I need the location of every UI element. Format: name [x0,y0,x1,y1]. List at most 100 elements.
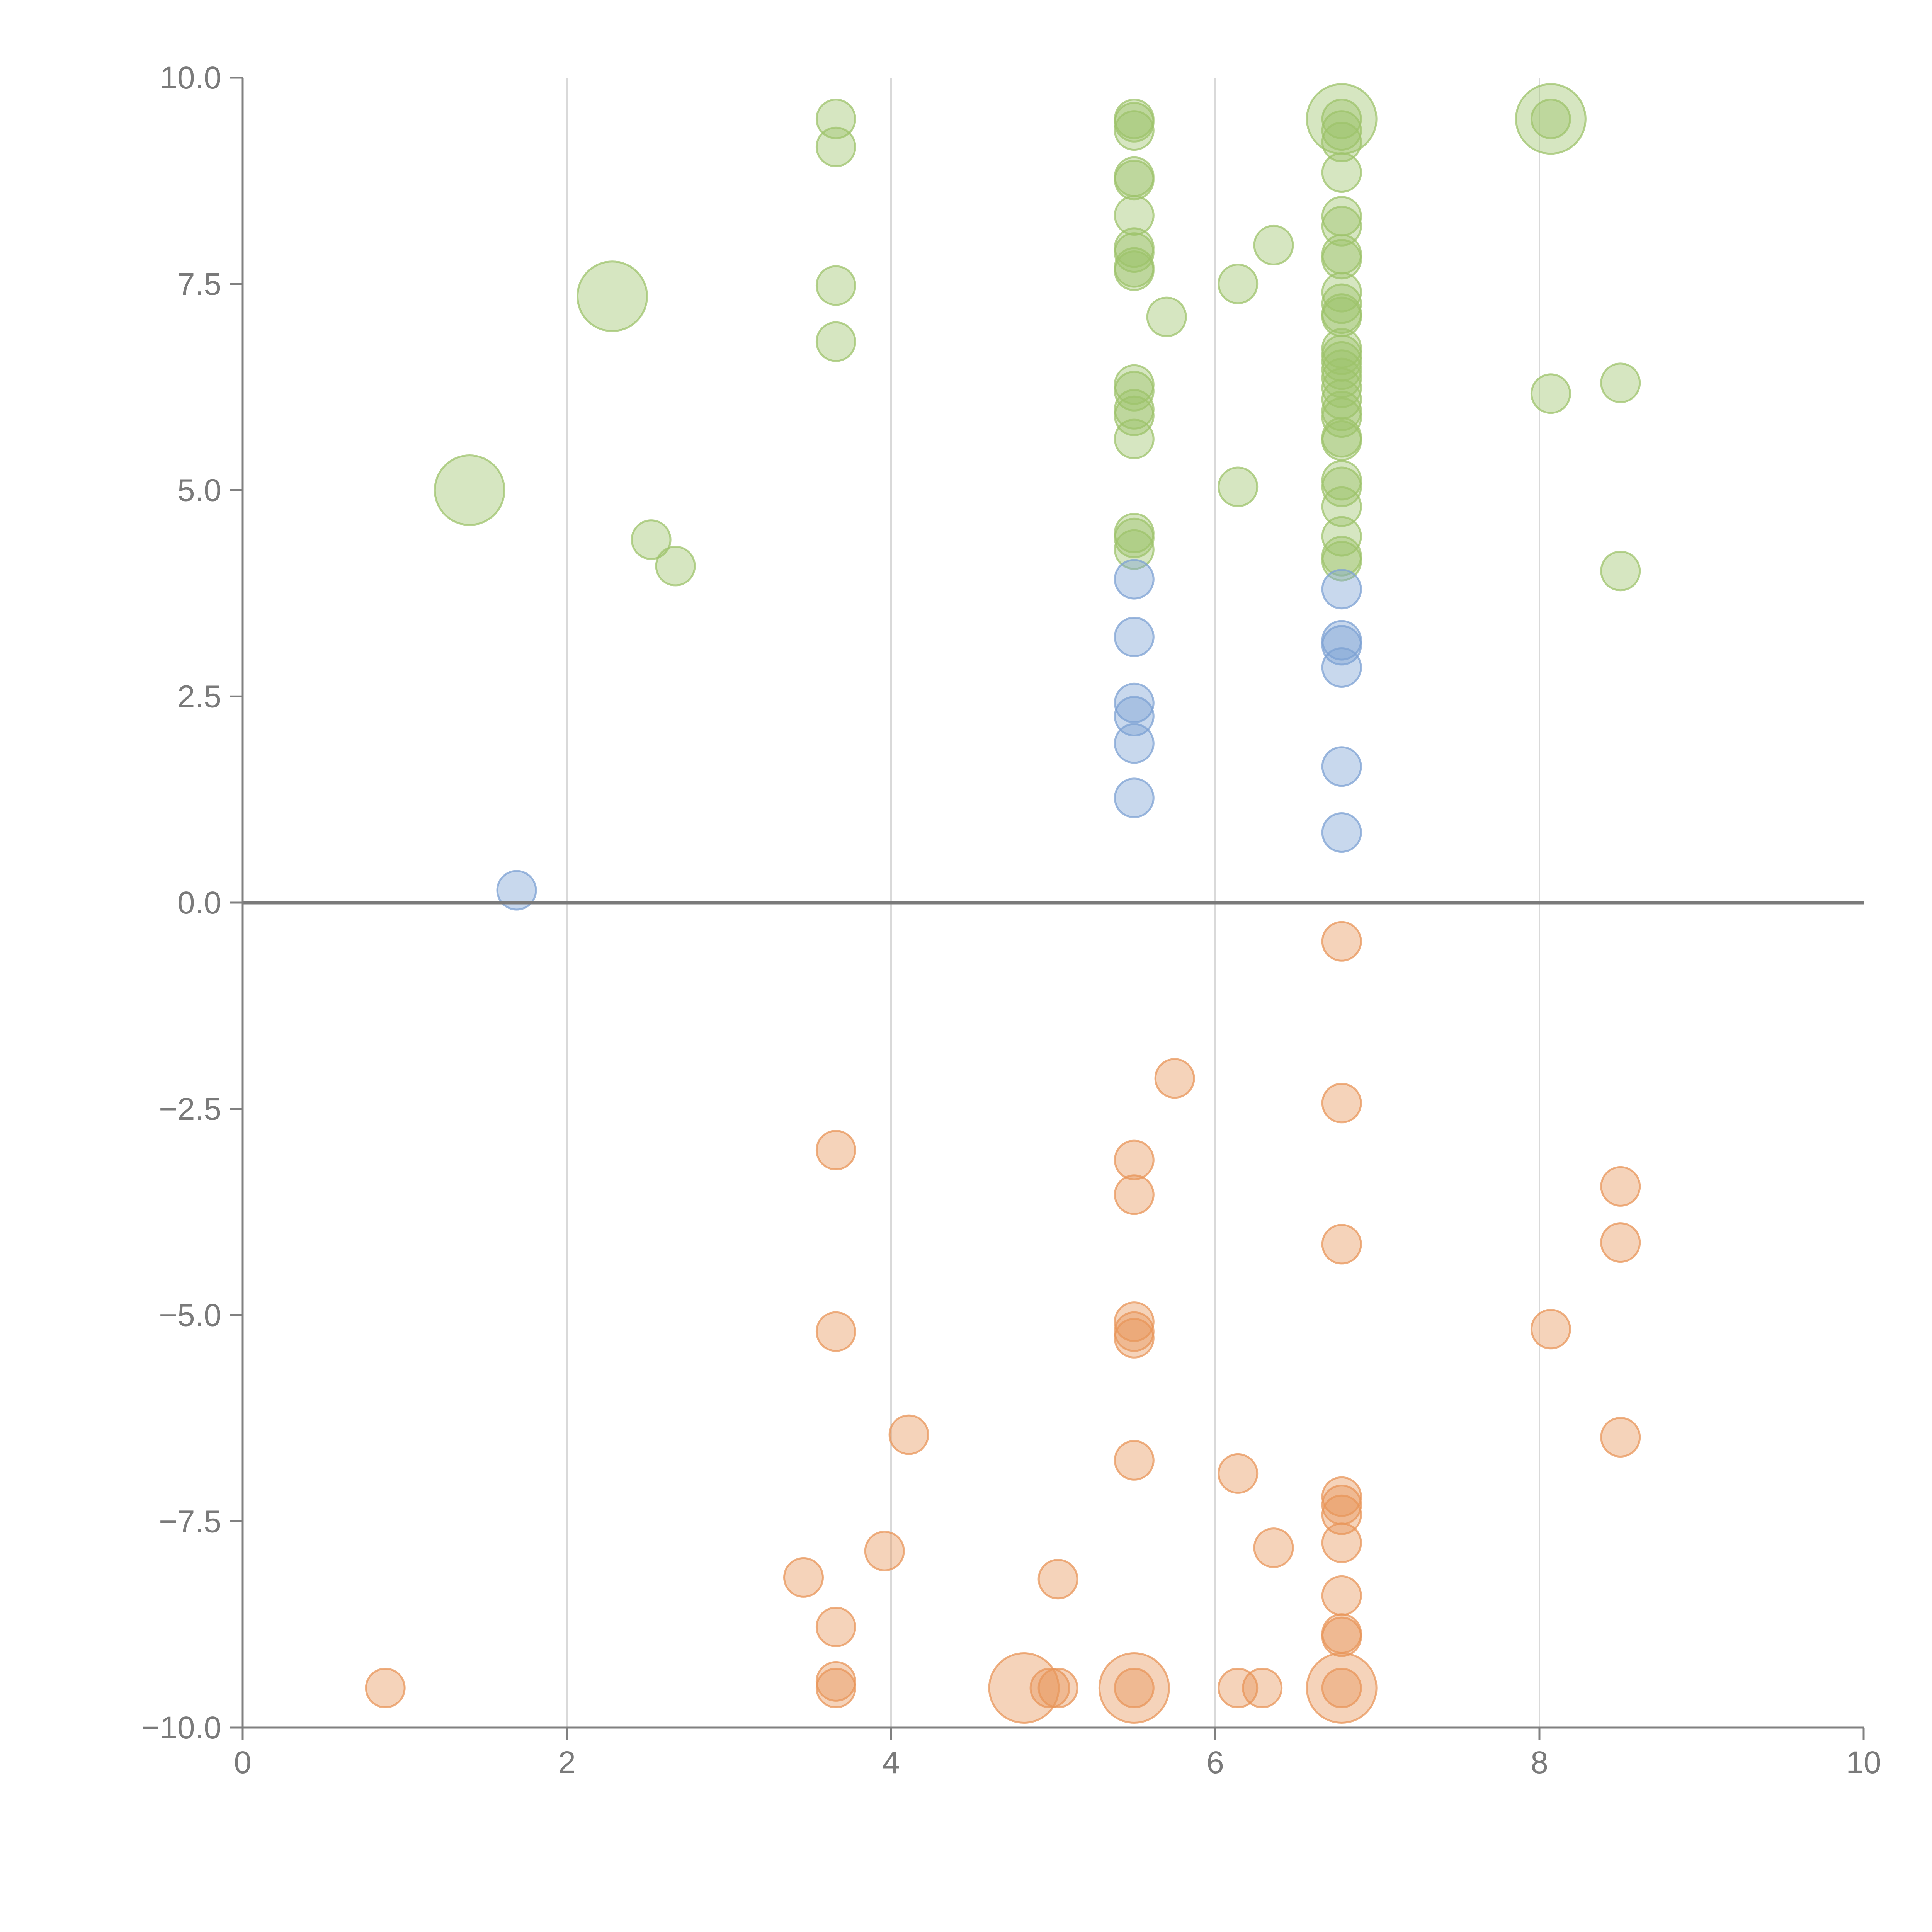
data-point [1321,647,1362,688]
data-point [1321,1224,1362,1265]
y-tick-label: −5.0 [159,1298,221,1333]
data-point [1114,529,1155,570]
y-tick-label: −10.0 [141,1710,221,1745]
data-point [1154,1058,1195,1099]
data-point [1114,723,1155,764]
y-tick-label: 0.0 [177,885,221,920]
data-point [1114,1139,1155,1180]
data-point [1530,1309,1571,1350]
data-point [1218,466,1259,507]
data-point [1321,1476,1362,1517]
data-point [1218,1453,1259,1494]
data-point [631,519,672,560]
data-point [1114,395,1155,436]
data-point [577,260,648,332]
data-point [1306,1652,1378,1724]
data-point [1218,1668,1259,1708]
x-tick-label: 8 [1531,1745,1548,1780]
data-point [1114,517,1155,558]
data-point [1321,1616,1362,1657]
x-tick-label: 10 [1846,1745,1881,1780]
data-point [1321,486,1362,527]
data-point [1321,746,1362,787]
data-point [815,1130,856,1170]
data-point [1114,102,1155,143]
data-point [365,1668,406,1708]
data-point [1600,551,1641,592]
data-point [815,321,856,362]
data-point [1321,239,1362,280]
data-point [1114,232,1155,273]
data-point [1218,264,1259,304]
data-point [1321,367,1362,408]
data-point [1321,1575,1362,1616]
data-point [815,126,856,167]
x-tick-label: 6 [1206,1745,1224,1780]
data-point [1114,371,1155,412]
x-tick-label: 0 [234,1745,252,1780]
data-point [1321,420,1362,461]
data-point [1037,1668,1078,1708]
data-point [1530,373,1571,414]
data-point [888,1414,929,1455]
y-tick-label: 10.0 [160,60,221,95]
data-point [1114,617,1155,657]
data-point [1321,122,1362,162]
data-point [815,265,856,306]
y-tick-label: −7.5 [159,1504,221,1539]
data-point [1600,362,1641,403]
data-point [1146,296,1187,337]
axes [242,78,1864,1729]
x-axis-ticks: 0 2 4 6 8 10 [234,1728,1881,1780]
data-point [1321,541,1362,582]
data-point [1114,1440,1155,1481]
y-tick-label: 5.0 [177,473,221,508]
data-point [1114,1318,1155,1359]
data-point [815,99,856,139]
data-point [1114,682,1155,723]
data-point [1321,1494,1362,1535]
data-point [1600,1417,1641,1458]
data-point [1321,1522,1362,1563]
data-point [1114,110,1155,151]
data-point [1600,1222,1641,1263]
data-point [1600,1166,1641,1207]
data-point [1321,1083,1362,1124]
data-point [1114,1668,1155,1708]
data-point [496,870,537,911]
data-point [1321,283,1362,324]
data-point [1114,250,1155,291]
data-point [655,546,696,587]
data-point [1530,99,1571,139]
data-point [1321,625,1362,666]
x-tick-label: 2 [558,1745,576,1780]
data-point [1114,195,1155,236]
data-point [1321,812,1362,853]
data-point [1321,569,1362,610]
data-point [1242,1668,1283,1708]
x-tick-label: 4 [882,1745,900,1780]
data-point [1253,1527,1294,1568]
data-point [1321,206,1362,247]
data-point [1321,272,1362,313]
data-point [1321,110,1362,151]
data-point [1321,349,1362,390]
data-point [815,1607,856,1647]
data-point [1515,83,1587,155]
data-point [783,1557,824,1598]
data-point [1114,1174,1155,1215]
data-point [815,1668,856,1708]
data-point [434,454,505,526]
y-tick-label: 2.5 [177,679,221,714]
data-point [1114,160,1155,201]
data-point [1114,559,1155,600]
data-point [864,1531,905,1571]
data-point [1098,1652,1170,1724]
data-point [1321,1668,1362,1708]
y-axis-ticks: 10.0 7.5 5.0 2.5 0.0 −2.5 −5.0 −7.5 −10.0 [141,60,243,1745]
data-point [1321,921,1362,962]
data-point [1114,1301,1155,1342]
data-point [1321,99,1362,139]
data-point [1037,1559,1078,1600]
